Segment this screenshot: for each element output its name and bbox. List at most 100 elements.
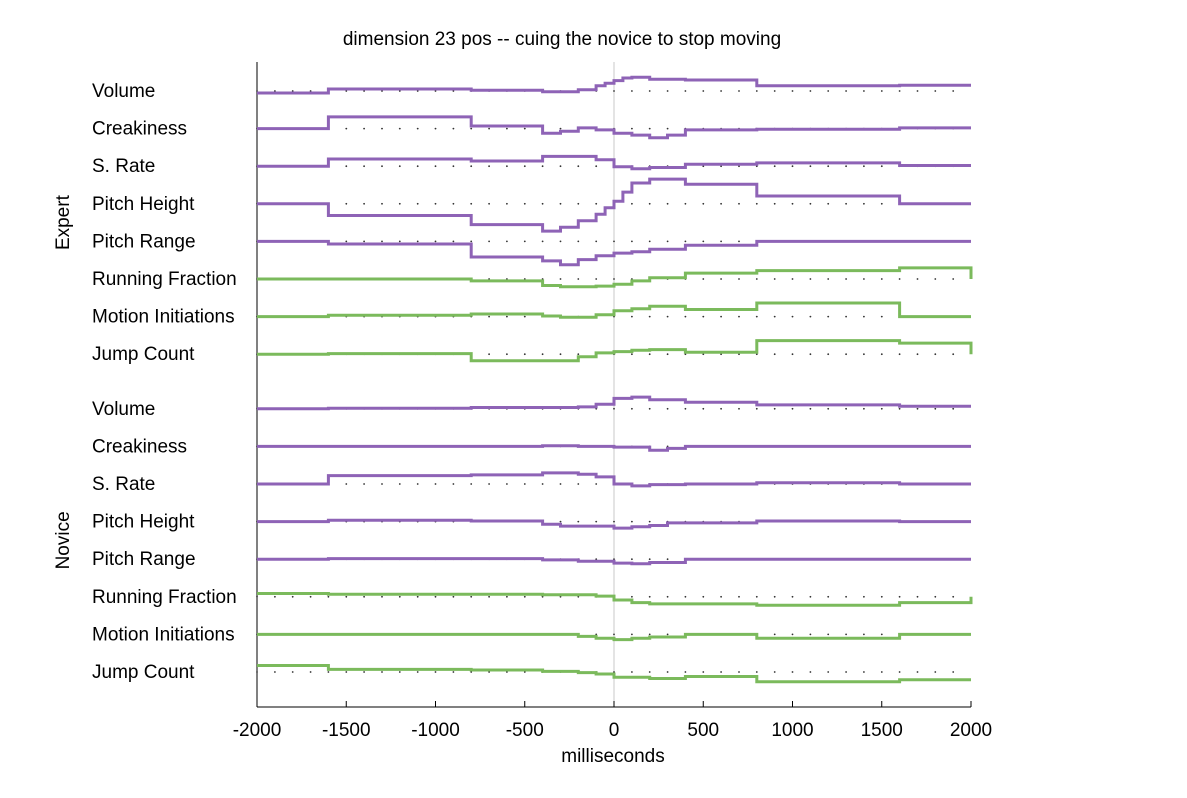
baseline-dot [809,165,812,168]
series-line-novice-volume [257,395,971,411]
baseline-dot [523,240,526,243]
baseline-dot [345,595,348,598]
baseline-dot [755,595,758,598]
baseline-dot [470,671,473,673]
baseline-dot [791,633,794,636]
baseline-dot [381,483,383,485]
baseline-dot [327,595,330,598]
baseline-dot [488,202,490,205]
baseline-dot [274,90,276,92]
baseline-dot [880,633,883,636]
baseline-dot [488,483,490,485]
baseline-dot [613,278,615,280]
baseline-dot [470,595,473,598]
baseline-dot [595,240,598,243]
baseline-dot [845,202,847,205]
series-line-expert-pitch-range [257,239,971,267]
baseline-dot [809,278,812,280]
baseline-dot [952,595,955,598]
baseline-dot [827,407,830,410]
baseline-dot [809,90,812,92]
baseline-dot [559,595,562,598]
baseline-dot [916,671,919,673]
baseline-dot [880,595,883,598]
baseline-dot [577,483,580,485]
baseline-dot [898,278,901,280]
baseline-dot [541,165,544,168]
x-tick-label: 1500 [861,720,903,741]
series-line-novice-pitch-range [257,557,971,566]
baseline-dot [827,278,830,280]
baseline-dot [523,671,526,673]
baseline-dot [416,595,419,598]
baseline-dot [416,671,419,673]
baseline-dot [863,90,865,92]
baseline-dot [863,633,865,636]
baseline-dot [648,671,651,673]
baseline-dot [363,240,365,243]
baseline-dot [506,671,508,673]
row-label: Jump Count [92,662,195,683]
baseline-dot [398,127,401,130]
baseline-dot [381,595,383,598]
baseline-dot [327,671,330,673]
baseline-dot [684,595,687,598]
plot-area [256,62,973,708]
baseline-dot [648,520,651,523]
baseline-dot [381,202,383,205]
baseline-dot [577,520,580,523]
baseline-dot [416,165,419,168]
baseline-dot [309,90,312,92]
series-line-expert-motion-initiations [257,301,971,319]
baseline-dot [720,240,722,243]
series-line-novice-creakiness [257,444,971,452]
baseline-dot [863,671,865,673]
baseline-dot [631,127,633,130]
baseline-dot [559,483,562,485]
baseline-dot [595,165,598,168]
baseline-dot [488,240,490,243]
baseline-dot [773,315,776,318]
group-label-expert: Expert [53,194,74,250]
baseline-dot [559,520,562,523]
baseline-dot [684,315,687,318]
baseline-dot [863,202,865,205]
baseline-dot [845,595,847,598]
row-label: Running Fraction [92,269,237,290]
baseline-dot [595,633,598,636]
baseline-dot [666,595,669,598]
baseline-dot [613,407,615,410]
baseline-dot [452,127,455,130]
baseline-dot [880,202,883,205]
baseline-dot [755,90,758,92]
baseline-dot [773,353,776,356]
baseline-dot [291,671,294,673]
series-line-novice-s-rate [257,471,971,488]
baseline-dot [452,240,455,243]
baseline-dot [595,278,598,280]
baseline-dot [684,671,687,673]
series-line-expert-pitch-height [257,177,971,233]
baseline-dot [631,90,633,92]
baseline-dot [595,202,598,205]
baseline-dot [559,127,562,130]
baseline-dot [791,90,794,92]
baseline-dot [398,595,401,598]
baseline-dot [381,165,383,168]
baseline-dot [452,202,455,205]
baseline-dot [880,315,883,318]
baseline-dot [755,278,758,280]
baseline-dot [648,315,651,318]
baseline-dot [559,165,562,168]
baseline-dot [773,165,776,168]
baseline-dot [345,90,348,92]
baseline-dot [934,595,937,598]
baseline-dot [648,353,651,356]
baseline-dot [291,90,294,92]
baseline-dot [791,202,794,205]
x-tick-label: -2000 [233,720,282,741]
x-tick-label: -1000 [411,720,460,741]
baseline-dot [666,127,669,130]
baseline-dot [613,90,615,92]
baseline-dot [523,165,526,168]
